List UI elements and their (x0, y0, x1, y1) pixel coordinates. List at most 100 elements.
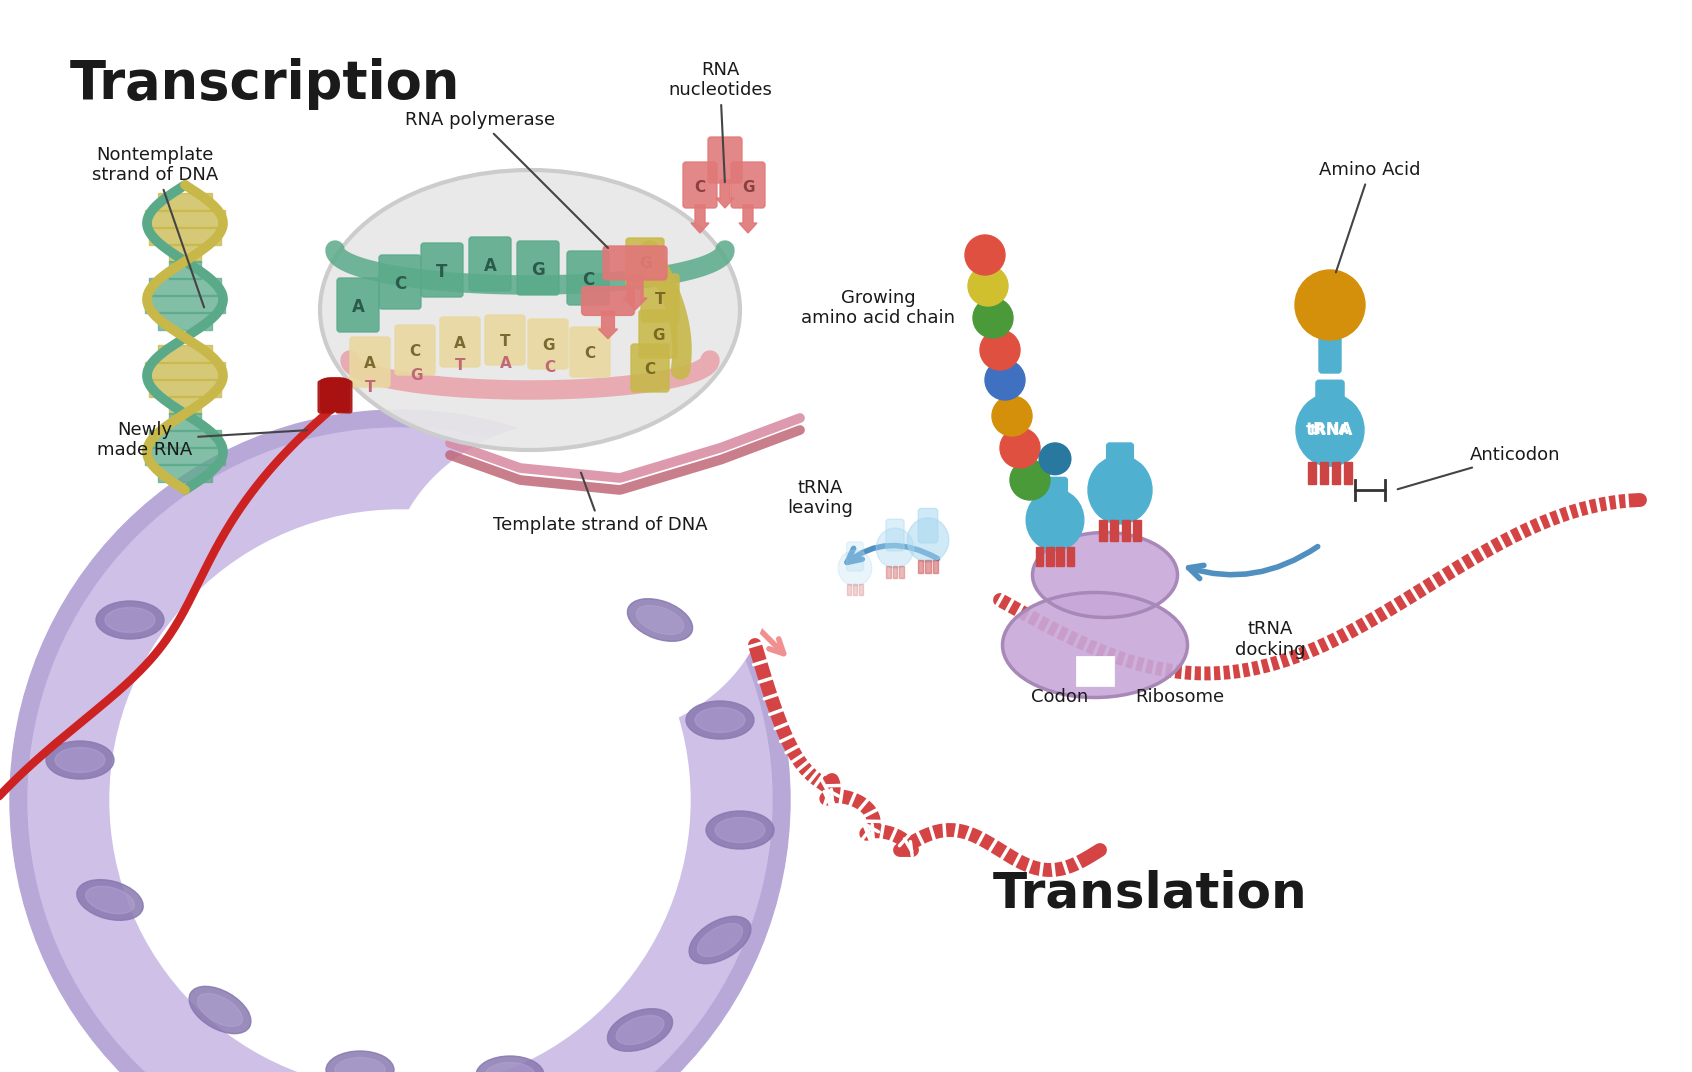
FancyBboxPatch shape (919, 508, 937, 544)
FancyBboxPatch shape (328, 378, 345, 411)
Text: Codon: Codon (1032, 688, 1088, 706)
Ellipse shape (697, 923, 743, 956)
Bar (169, 243, 201, 262)
FancyBboxPatch shape (570, 327, 611, 377)
Ellipse shape (1296, 393, 1364, 466)
Text: tRNA: tRNA (1310, 423, 1350, 437)
Bar (1036, 548, 1044, 566)
Bar (169, 397, 201, 414)
Ellipse shape (1002, 593, 1188, 698)
FancyBboxPatch shape (320, 379, 337, 412)
Bar (144, 447, 225, 465)
Ellipse shape (689, 917, 751, 964)
FancyBboxPatch shape (1316, 381, 1343, 433)
Text: RNA polymerase: RNA polymerase (404, 111, 607, 248)
FancyBboxPatch shape (518, 241, 558, 295)
Text: G: G (741, 179, 755, 194)
Text: T: T (655, 293, 665, 308)
Text: Transcription: Transcription (69, 58, 460, 110)
Text: T: T (455, 358, 465, 373)
FancyBboxPatch shape (318, 381, 333, 413)
Ellipse shape (628, 598, 692, 641)
FancyBboxPatch shape (1320, 307, 1342, 373)
Text: G: G (409, 369, 423, 384)
Text: C: C (582, 271, 594, 289)
FancyBboxPatch shape (323, 378, 338, 411)
Text: C: C (694, 179, 706, 194)
Bar (887, 566, 890, 578)
Circle shape (110, 510, 690, 1072)
Text: A: A (453, 337, 465, 352)
FancyBboxPatch shape (731, 162, 765, 208)
Ellipse shape (607, 1009, 673, 1052)
Circle shape (10, 410, 790, 1072)
Circle shape (29, 428, 772, 1072)
FancyBboxPatch shape (846, 542, 863, 571)
Bar (169, 413, 201, 431)
Bar (1078, 657, 1113, 685)
Text: tRNA
leaving: tRNA leaving (787, 478, 853, 518)
FancyBboxPatch shape (421, 243, 464, 297)
Bar (848, 584, 851, 595)
Text: C: C (645, 362, 655, 377)
Bar (144, 295, 225, 313)
FancyArrow shape (716, 180, 734, 208)
Text: RNA
nucleotides: RNA nucleotides (668, 61, 772, 182)
Text: T: T (365, 381, 376, 396)
FancyBboxPatch shape (379, 255, 421, 309)
Ellipse shape (1032, 533, 1178, 617)
Bar (1134, 520, 1140, 541)
Text: C: C (545, 360, 555, 375)
Ellipse shape (76, 880, 144, 921)
Text: A: A (501, 356, 513, 371)
Bar (1100, 520, 1107, 541)
FancyBboxPatch shape (602, 245, 667, 280)
FancyBboxPatch shape (335, 381, 352, 413)
Bar (932, 560, 937, 574)
Bar (898, 566, 904, 578)
FancyBboxPatch shape (1042, 477, 1068, 523)
Text: Newly
made RNA: Newly made RNA (98, 420, 308, 460)
FancyBboxPatch shape (337, 278, 379, 332)
FancyArrow shape (623, 276, 646, 310)
FancyBboxPatch shape (469, 237, 511, 291)
Bar (893, 566, 897, 578)
FancyBboxPatch shape (567, 251, 609, 306)
FancyArrow shape (690, 205, 709, 233)
Bar (926, 560, 931, 574)
Ellipse shape (198, 994, 242, 1027)
FancyBboxPatch shape (333, 379, 350, 412)
Text: Amino Acid: Amino Acid (1320, 161, 1421, 272)
Text: Template strand of DNA: Template strand of DNA (492, 473, 707, 534)
Ellipse shape (96, 601, 164, 639)
Circle shape (980, 330, 1020, 370)
Bar (157, 464, 213, 482)
Ellipse shape (335, 1057, 386, 1072)
Text: T: T (437, 263, 448, 281)
Ellipse shape (327, 1051, 394, 1072)
Bar (157, 193, 213, 211)
Text: tRNA: tRNA (1306, 421, 1354, 440)
Bar (149, 379, 222, 398)
Ellipse shape (695, 708, 744, 732)
Ellipse shape (685, 701, 755, 739)
Text: A: A (352, 298, 364, 316)
Bar (149, 430, 222, 448)
FancyBboxPatch shape (486, 315, 525, 364)
Ellipse shape (706, 812, 773, 849)
Ellipse shape (389, 420, 770, 740)
Circle shape (968, 266, 1008, 306)
Text: Ribosome: Ribosome (1135, 688, 1225, 706)
FancyBboxPatch shape (1107, 443, 1134, 493)
Bar (1122, 520, 1130, 541)
Text: T: T (499, 334, 511, 349)
FancyBboxPatch shape (684, 162, 717, 208)
Bar (1046, 548, 1054, 566)
FancyBboxPatch shape (332, 378, 347, 411)
Ellipse shape (838, 550, 871, 586)
Text: tRNA
docking: tRNA docking (1235, 620, 1305, 659)
Text: Anticodon: Anticodon (1398, 446, 1560, 489)
Bar (157, 312, 213, 329)
Ellipse shape (46, 741, 113, 779)
Ellipse shape (1088, 456, 1152, 524)
